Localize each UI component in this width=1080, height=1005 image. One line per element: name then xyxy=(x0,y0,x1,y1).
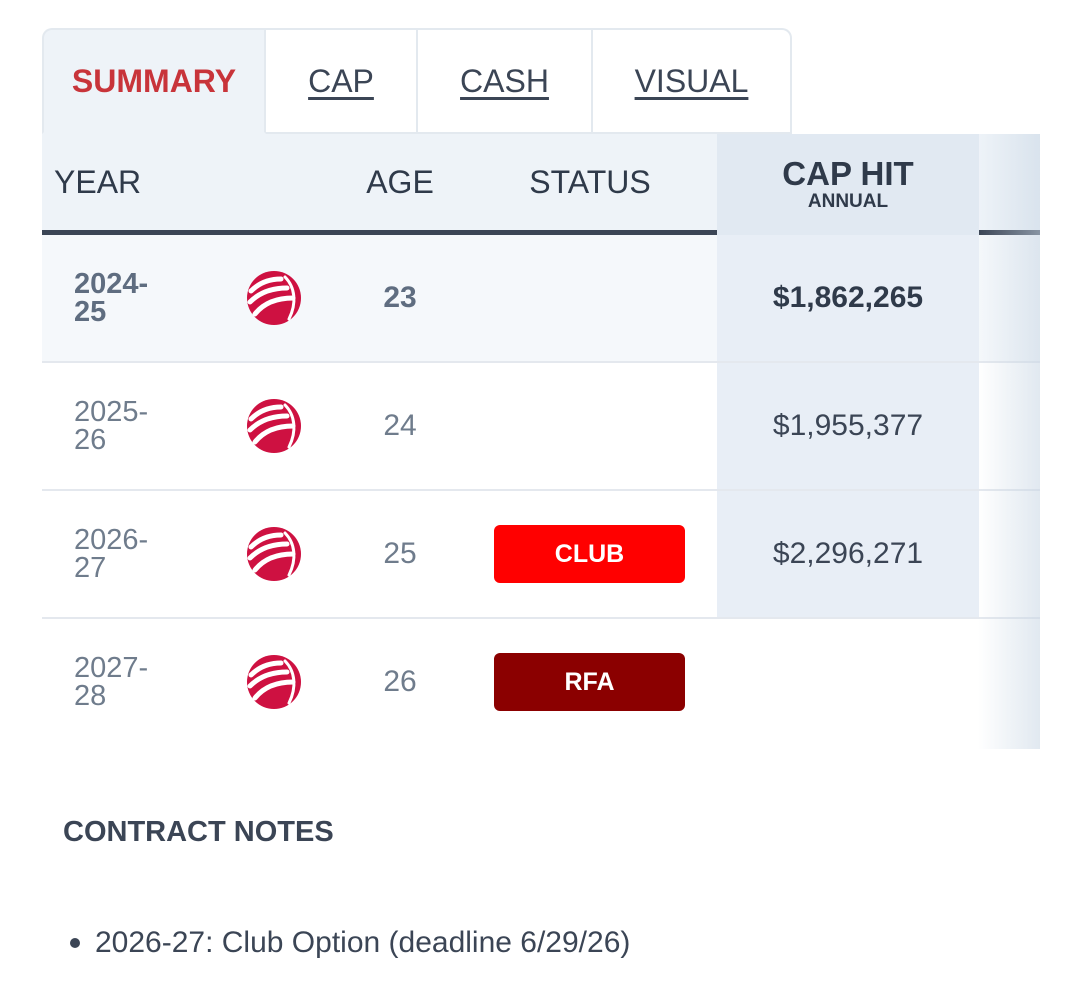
age-cell: 26 xyxy=(383,665,417,698)
table-header: YEAR AGE STATUS CAP HIT ANNUAL xyxy=(42,134,1040,235)
raptors-logo-icon xyxy=(244,363,304,489)
raptors-logo-icon xyxy=(244,619,304,745)
year-end: 26 xyxy=(74,424,107,456)
table-row: 2026- 27 25 CLUB $2,296,271 xyxy=(42,491,1040,619)
list-item: 2026-27: Club Option (deadline 6/29/26) xyxy=(70,926,630,960)
year-cell: 2027- 28 xyxy=(74,619,194,745)
cap-hit-cell: $2,296,271 xyxy=(717,491,979,617)
cap-hit-cell xyxy=(717,619,979,745)
contract-notes-title: CONTRACT NOTES xyxy=(63,816,334,848)
status-cell: RFA xyxy=(494,619,685,745)
year-end: 27 xyxy=(74,552,107,584)
year-start: 2027- xyxy=(74,652,149,684)
year-start: 2026- xyxy=(74,524,149,556)
header-status: STATUS xyxy=(529,163,651,200)
status-cell xyxy=(494,235,685,361)
year-end: 28 xyxy=(74,680,107,712)
note-text: 2026-27: Club Option (deadline 6/29/26) xyxy=(95,926,631,959)
header-cap-hit: CAP HIT ANNUAL xyxy=(717,134,979,235)
contract-tabs: SUMMARY CAP CASH VISUAL xyxy=(42,28,792,134)
age-cell: 25 xyxy=(383,537,417,570)
raptors-logo-icon xyxy=(244,235,304,361)
year-cell: 2025- 26 xyxy=(74,363,194,489)
age-cell: 24 xyxy=(383,409,417,442)
status-badge-club[interactable]: CLUB xyxy=(494,525,685,583)
bullet-icon xyxy=(70,938,80,948)
contract-table: YEAR AGE STATUS CAP HIT ANNUAL 2024- 25 2… xyxy=(42,134,1040,749)
tab-summary[interactable]: SUMMARY xyxy=(42,28,266,134)
status-cell: CLUB xyxy=(494,491,685,617)
raptors-logo-icon xyxy=(244,491,304,617)
cap-hit-cell: $1,955,377 xyxy=(717,363,979,489)
table-row: 2027- 28 26 RFA xyxy=(42,619,1040,747)
year-start: 2024- xyxy=(74,268,149,300)
year-start: 2025- xyxy=(74,396,149,428)
header-cap-hit-sublabel: ANNUAL xyxy=(807,190,889,212)
year-end: 25 xyxy=(74,296,107,328)
header-cap-hit-label: CAP HIT xyxy=(782,154,914,192)
header-year: YEAR xyxy=(54,163,142,200)
cap-hit-cell: $1,862,265 xyxy=(717,235,979,361)
header-age: AGE xyxy=(366,163,434,200)
tab-visual[interactable]: VISUAL xyxy=(593,28,792,134)
contract-notes-list: 2026-27: Club Option (deadline 6/29/26) xyxy=(70,926,630,960)
tab-cash[interactable]: CASH xyxy=(418,28,593,134)
status-cell xyxy=(494,363,685,489)
table-row: 2025- 26 24 $1,955,377 xyxy=(42,363,1040,491)
status-badge-rfa[interactable]: RFA xyxy=(494,653,685,711)
year-cell: 2026- 27 xyxy=(74,491,194,617)
table-row: 2024- 25 23 $1,862,265 xyxy=(42,235,1040,363)
tab-cap[interactable]: CAP xyxy=(266,28,418,134)
age-cell: 23 xyxy=(383,281,417,314)
year-cell: 2024- 25 xyxy=(74,235,194,361)
